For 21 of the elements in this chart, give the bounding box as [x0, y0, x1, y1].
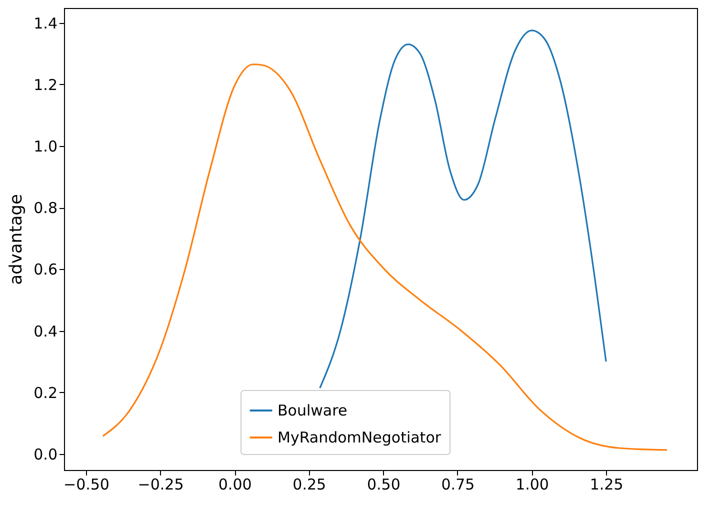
- x-tick-label: 0.25: [292, 476, 326, 494]
- x-tick-label: 0.75: [441, 476, 475, 494]
- x-tick-label: 0.50: [366, 476, 400, 494]
- legend-label: Boulware: [278, 402, 348, 420]
- y-tick-label: 0.4: [34, 322, 58, 340]
- x-tick-label: 1.25: [590, 476, 624, 494]
- y-tick-label: 0.6: [34, 260, 58, 279]
- y-tick-label: 1.4: [34, 14, 58, 32]
- x-tick-label: 0.00: [218, 476, 252, 494]
- x-tick-label: 1.00: [516, 476, 549, 494]
- y-tick-label: 0.8: [34, 199, 58, 218]
- y-tick-label: 1.2: [34, 76, 58, 94]
- line-series: [102, 64, 668, 451]
- y-tick-label: 0.0: [34, 445, 58, 464]
- line-series: [319, 30, 607, 389]
- legend-label: MyRandomNegotiator: [278, 428, 442, 446]
- y-tick-label: 0.2: [34, 384, 58, 402]
- y-axis-title: advantage: [6, 194, 27, 285]
- x-tick-label: −0.50: [64, 476, 110, 494]
- x-tick-label: −0.25: [138, 476, 184, 494]
- y-tick-label: 1.0: [34, 137, 58, 156]
